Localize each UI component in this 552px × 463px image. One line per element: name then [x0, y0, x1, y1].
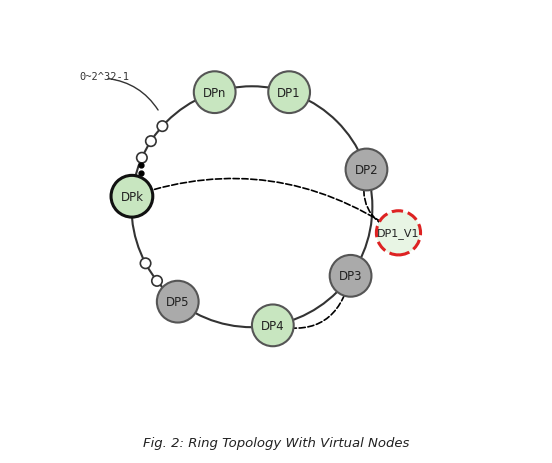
Circle shape: [140, 258, 151, 269]
Circle shape: [157, 122, 168, 132]
Text: 0~2^32-1: 0~2^32-1: [79, 72, 129, 82]
Text: Fig. 2: Ring Topology With Virtual Nodes: Fig. 2: Ring Topology With Virtual Nodes: [143, 436, 409, 449]
Text: DP2: DP2: [354, 163, 378, 176]
FancyArrowPatch shape: [108, 79, 158, 111]
Circle shape: [137, 153, 147, 163]
Circle shape: [252, 305, 294, 346]
Text: DP3: DP3: [339, 270, 362, 283]
Text: DP1_V1: DP1_V1: [377, 228, 420, 239]
Circle shape: [111, 176, 153, 218]
Circle shape: [376, 211, 421, 256]
Text: DP5: DP5: [166, 295, 189, 308]
Circle shape: [268, 72, 310, 114]
Text: DPn: DPn: [203, 87, 226, 100]
Circle shape: [194, 72, 236, 114]
Circle shape: [146, 137, 156, 147]
Circle shape: [166, 291, 177, 302]
Circle shape: [152, 276, 162, 287]
Text: DP4: DP4: [261, 319, 285, 332]
Circle shape: [157, 281, 199, 323]
Text: DPk: DPk: [120, 190, 144, 203]
Text: DP1: DP1: [277, 87, 301, 100]
Circle shape: [330, 256, 371, 297]
Circle shape: [346, 149, 388, 191]
